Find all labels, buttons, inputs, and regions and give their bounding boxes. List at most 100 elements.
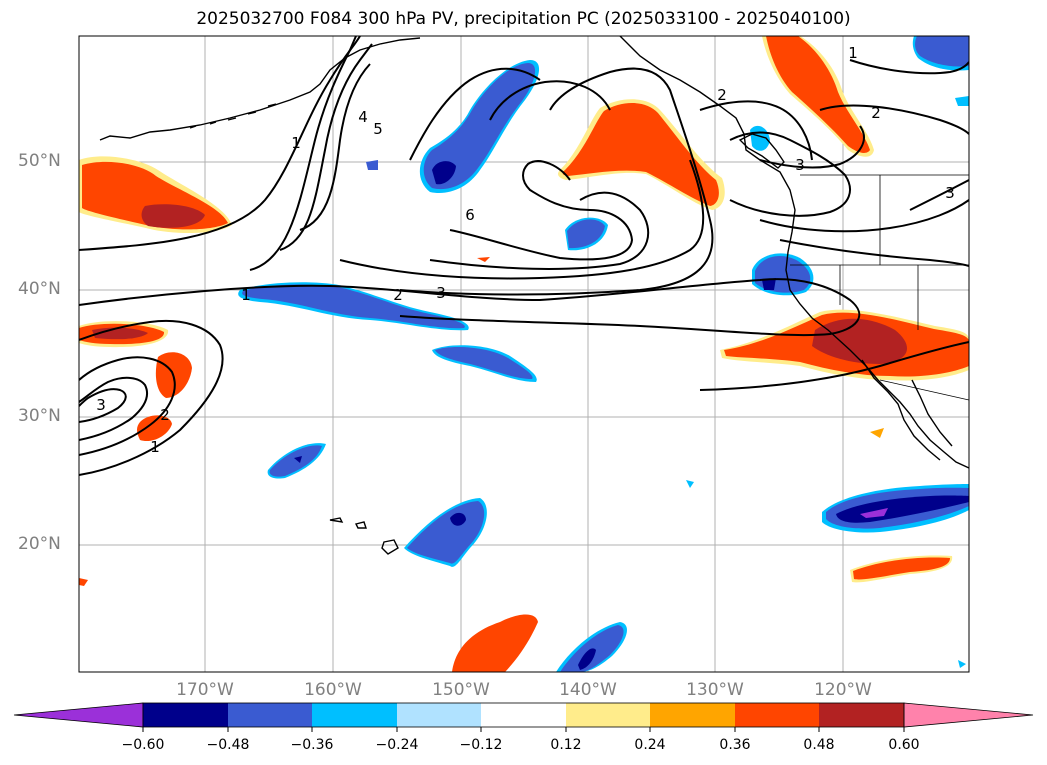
colorbar-tick-label: −0.12: [459, 737, 503, 753]
contour-label: 3: [96, 396, 106, 414]
pv-contour: [699, 341, 969, 391]
contour-label: 1: [848, 44, 858, 62]
colorbar-segment: [650, 703, 735, 727]
contour-label: 2: [717, 86, 727, 104]
latitude-label: 30°N: [18, 406, 61, 426]
longitude-label: 130°W: [686, 680, 744, 700]
contour-label: 1: [150, 438, 160, 456]
colorbar-segment: [819, 703, 904, 727]
colorbar-extend-over: [903, 702, 1034, 728]
colorbar-extend-under: [13, 702, 144, 728]
precip-negative-area: [242, 284, 465, 329]
precip-positive-area: [870, 428, 884, 438]
precip-negative-core: [294, 456, 302, 463]
pv-contour: [819, 104, 969, 135]
coastlines: [99, 36, 969, 555]
north-america-coast: [619, 36, 969, 469]
precip-positive-area: [853, 557, 950, 580]
colorbar-segment: [397, 703, 481, 727]
longitude-label: 170°W: [176, 680, 234, 700]
precip-negative-area: [686, 480, 694, 488]
graticule: [79, 36, 969, 672]
precip-positive-core: [812, 318, 907, 364]
colorbar-tick-label: 0.36: [719, 737, 751, 753]
precip-negative-core: [578, 648, 596, 670]
colorbar-tick-label: −0.36: [290, 737, 334, 753]
latitude-label: 20°N: [18, 534, 61, 554]
pv-contour: [249, 36, 357, 271]
pv-contour: [759, 125, 865, 169]
contour-label: 3: [436, 284, 446, 302]
pv-contour: [489, 80, 611, 121]
precip-positive-area: [137, 415, 172, 442]
colorbar-tick-label: −0.60: [121, 737, 165, 753]
colorbar-segment: [143, 703, 228, 727]
colorbar-tick-label: −0.48: [206, 737, 250, 753]
alaska-coast: [99, 37, 421, 141]
pv-contour: [79, 319, 224, 476]
aleutian-islands: [189, 103, 277, 129]
pv-contour: [449, 160, 634, 261]
pv-contour: [909, 179, 969, 211]
longitude-label: 140°W: [559, 680, 617, 700]
precip-negative-area: [958, 660, 966, 668]
precip-negative-area: [423, 63, 536, 190]
pv-contour: [409, 67, 541, 161]
pv-contour: [729, 131, 851, 217]
map-title: 2025032700 F084 300 hPa PV, precipitatio…: [196, 9, 851, 29]
colorbar-tick-label: −0.24: [375, 737, 419, 753]
longitude-label: 160°W: [304, 680, 362, 700]
colorbar-segment: [312, 703, 397, 727]
contour-label: 1: [291, 134, 301, 152]
colorbar-segment: [735, 703, 819, 727]
pv-contour: [759, 199, 969, 233]
latitude-label: 50°N: [18, 151, 61, 171]
colorbar-tick-label: 0.60: [888, 737, 920, 753]
colorbar-outline: [142, 702, 905, 728]
longitude-label: 120°W: [814, 680, 872, 700]
precip-negative-core: [432, 161, 456, 185]
precip-negative-area: [560, 625, 624, 672]
pv-contour: [279, 43, 373, 251]
precip-negative-core: [762, 278, 776, 290]
borders: [790, 174, 969, 401]
contour-label: 6: [465, 206, 475, 224]
pv-contour: [79, 278, 861, 337]
map-area: 1 2 3 4 5 6 1 2 3 1 2 3 1 2 3: [79, 36, 969, 672]
contour-label: 2: [160, 406, 170, 424]
precip-negative-area: [269, 445, 322, 477]
colorbar-ticks: [142, 727, 905, 732]
colorbar-tick-label: 0.24: [634, 737, 666, 753]
pv-contour: [79, 356, 176, 456]
colorbar-tick-label: 0.12: [550, 737, 582, 753]
pv-contour: [849, 59, 969, 75]
pv-contours: [79, 36, 969, 476]
vancouver-island: [738, 133, 785, 169]
precip-negative-area: [955, 96, 969, 106]
precip-positive-core: [141, 204, 205, 228]
precip-shading: [79, 36, 969, 672]
map-frame: [78, 35, 970, 673]
contour-label: 1: [241, 286, 251, 304]
contour-label: 3: [795, 156, 805, 174]
precip-positive-area: [79, 578, 88, 586]
pv-contour: [299, 63, 371, 231]
contour-label: 4: [358, 108, 368, 126]
pv-contour: [779, 239, 969, 267]
precip-negative-area: [567, 219, 605, 249]
longitude-label: 150°W: [432, 680, 490, 700]
colorbar: [13, 702, 1034, 732]
pv-contour: [79, 388, 127, 423]
us-mexico-border: [879, 379, 969, 401]
contour-label: 5: [373, 120, 383, 138]
precip-negative-core: [450, 512, 466, 526]
precip-negative-area: [435, 346, 533, 379]
contour-label: 3: [945, 184, 955, 202]
pv-contour: [429, 191, 650, 270]
precip-negative-peak: [860, 508, 888, 518]
contour-label: 2: [393, 286, 403, 304]
pv-contour: [399, 67, 714, 296]
hawaiian-islands: [329, 517, 399, 555]
pv-contour: [339, 159, 705, 280]
